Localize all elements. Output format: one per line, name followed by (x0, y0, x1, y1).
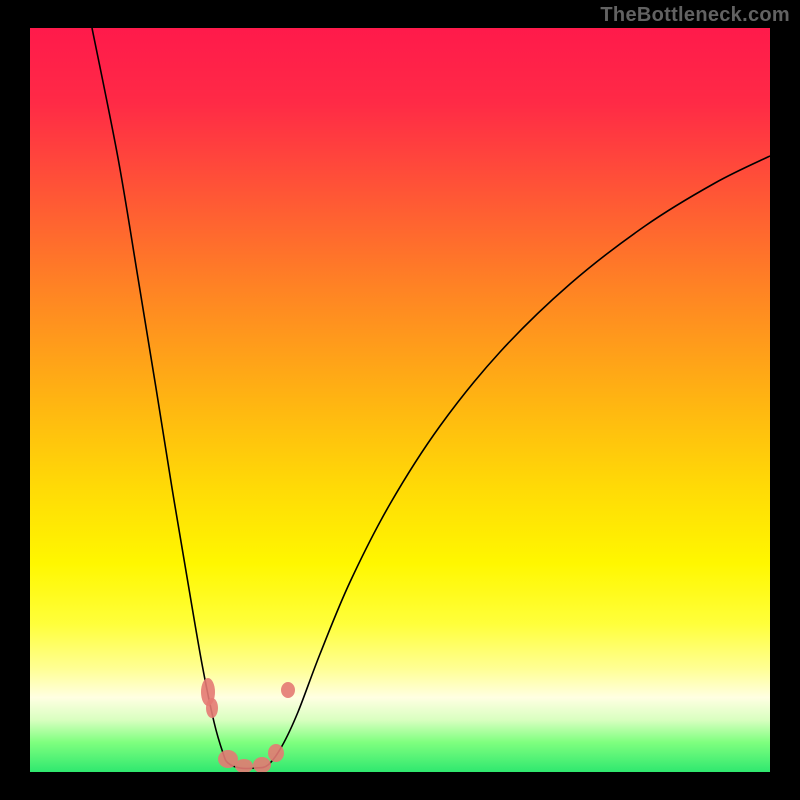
valley-marker (268, 744, 284, 762)
valley-marker (206, 698, 218, 718)
chart-frame: TheBottleneck.com (0, 0, 800, 800)
curve-path (92, 28, 770, 769)
valley-marker (253, 757, 271, 772)
bottleneck-curve (30, 28, 770, 772)
watermark-text: TheBottleneck.com (600, 4, 790, 27)
plot-area (30, 28, 770, 772)
valley-marker (218, 750, 238, 768)
valley-marker (281, 682, 295, 698)
